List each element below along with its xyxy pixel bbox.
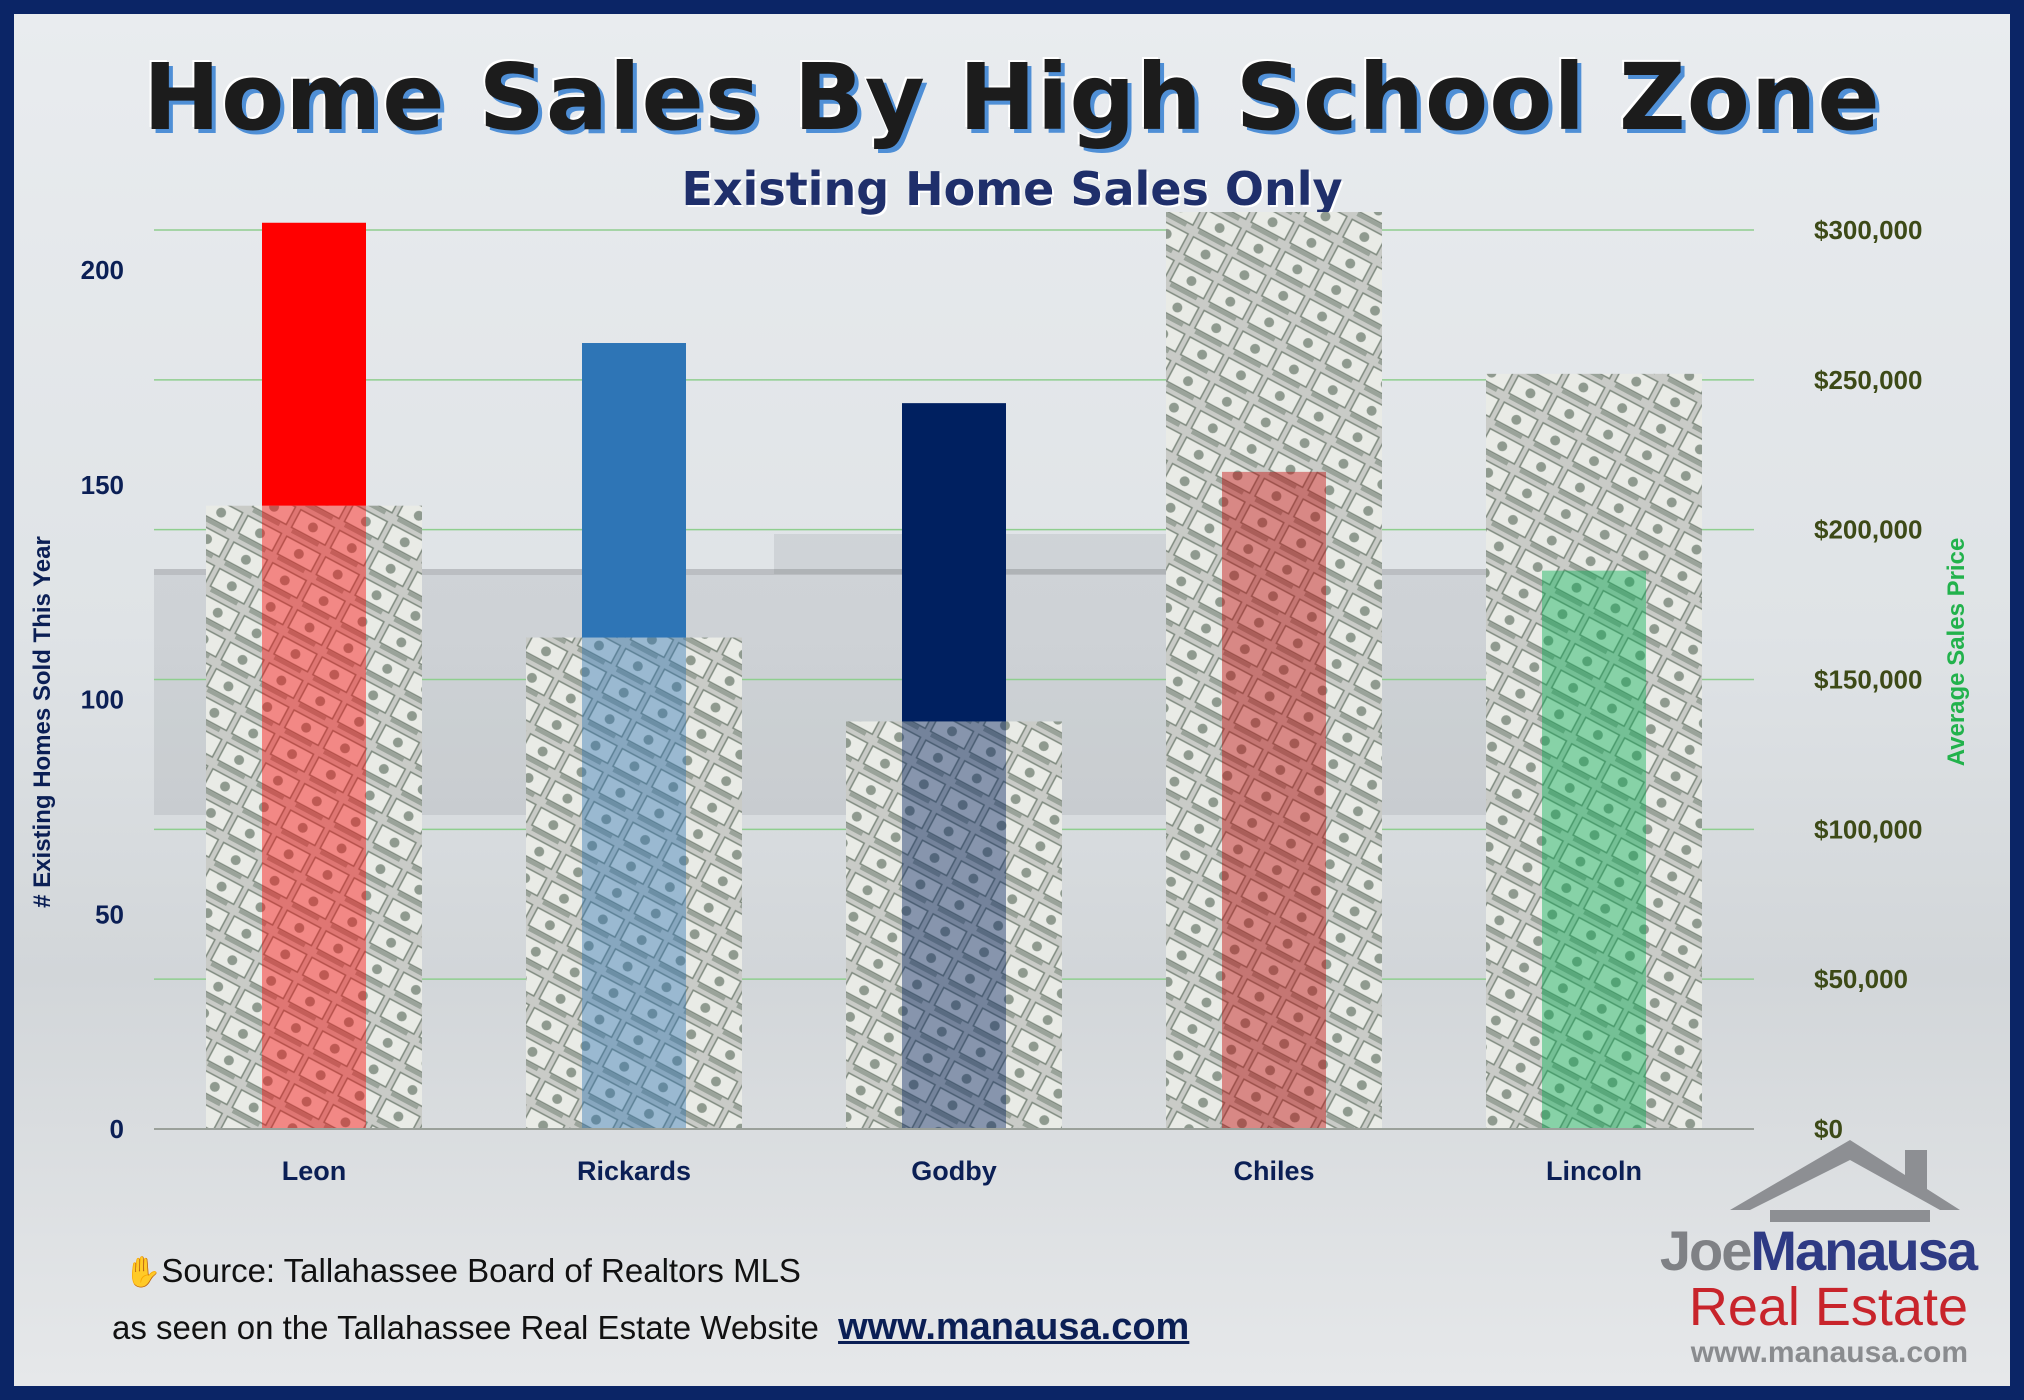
category-label: Lincoln	[1546, 1156, 1642, 1186]
y-tick-label-right: $150,000	[1814, 665, 1922, 695]
count-bar	[902, 403, 1006, 722]
price-bar	[526, 637, 742, 1129]
logo-company: Real Estate	[1688, 1277, 1968, 1337]
count-bar-overlay	[582, 637, 686, 1129]
source-text: Source: Tallahassee Board of Realtors ML…	[161, 1252, 801, 1289]
axes: 0 50 100 150 200 $0 $50,000 $100,000 $150,000 $20…	[81, 215, 1923, 1186]
y-tick-label-right: $0	[1814, 1114, 1843, 1144]
website-link[interactable]: www.manausa.com	[838, 1306, 1190, 1348]
chart-subtitle: Existing Home Sales Only	[681, 162, 1343, 216]
y-axis-label-right: Average Sales Price	[1943, 538, 1970, 767]
y-tick-label-right: $300,000	[1814, 215, 1922, 245]
y-tick-label-left: 150	[81, 470, 124, 500]
count-bar-overlay	[1222, 471, 1326, 1129]
y-axis-label-left: # Existing Homes Sold This Year	[29, 536, 56, 908]
y-tick-label-right: $200,000	[1814, 515, 1922, 545]
y-tick-label-right: $50,000	[1814, 964, 1908, 994]
chart-title: Home Sales By High School Zone	[143, 44, 1881, 151]
seen-on-text: as seen on the Tallahassee Real Estate W…	[112, 1309, 819, 1346]
price-bar	[1166, 212, 1382, 1129]
hand-icon: ✋	[124, 1256, 162, 1289]
y-tick-label-right: $100,000	[1814, 814, 1922, 844]
house-roof-icon	[1730, 1140, 1960, 1222]
y-tick-label-left: 100	[81, 685, 124, 715]
y-tick-label-left: 200	[81, 255, 124, 285]
bar-chart: 0 50 100 150 200 $0 $50,000 $100,000 $150,000 $20…	[29, 212, 1970, 1186]
website-note: as seen on the Tallahassee Real Estate W…	[112, 1306, 1189, 1349]
logo-name: JoeManausa	[1659, 1219, 1978, 1282]
price-bar	[206, 505, 422, 1129]
y-tick-label-left: 50	[95, 899, 124, 929]
count-bar	[582, 343, 686, 638]
count-bar	[262, 222, 366, 506]
count-bar-overlay	[262, 505, 366, 1129]
company-logo: JoeManausa Real Estate www.manausa.com	[1570, 1130, 1990, 1380]
category-label: Godby	[911, 1156, 997, 1186]
chart-frame: Home Sales By High School Zone Existing …	[14, 14, 2010, 1386]
category-label: Leon	[282, 1156, 347, 1186]
price-bar	[1486, 373, 1702, 1130]
category-label: Rickards	[577, 1156, 691, 1186]
y-tick-label-right: $250,000	[1814, 365, 1922, 395]
y-tick-label-left: 0	[110, 1114, 124, 1144]
price-bar	[846, 721, 1062, 1129]
category-label: Chiles	[1233, 1156, 1314, 1186]
logo-url: www.manausa.com	[1690, 1336, 1968, 1369]
count-bar-overlay	[1542, 570, 1646, 1129]
count-bars	[262, 222, 1646, 1129]
count-bar-overlay	[902, 721, 1006, 1129]
price-bars	[206, 212, 1702, 1130]
source-note: ✋Source: Tallahassee Board of Realtors M…	[124, 1252, 801, 1290]
